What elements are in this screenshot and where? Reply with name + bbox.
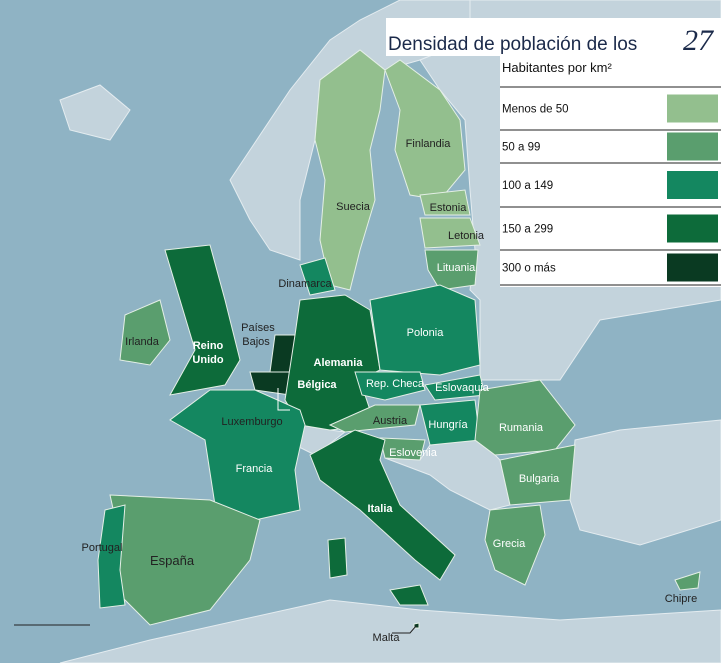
eu-countries (97, 49, 701, 629)
country-label: Portugal (82, 542, 123, 554)
sardinia (327, 537, 348, 579)
country-label: Alemania (314, 357, 364, 369)
title: Densidad de población de los (388, 34, 637, 55)
legend-swatch (667, 253, 718, 282)
country-label: Rumania (499, 422, 544, 434)
country-label: Eslovenia (389, 447, 438, 459)
legend-swatch (667, 94, 718, 123)
country-label: Irlanda (125, 336, 160, 348)
legend-label: Menos de 50 (502, 104, 569, 116)
country-label: Bulgaria (519, 473, 560, 485)
legend-label: 300 o más (502, 263, 556, 275)
legend-title: Habitantes por km² (502, 60, 612, 75)
country-label: Luxemburgo (221, 416, 282, 428)
country-label: Bajos (242, 336, 270, 348)
country-label: Letonia (448, 230, 485, 242)
lithuania (424, 249, 479, 291)
leader-line (392, 625, 417, 634)
title-number: 27 (683, 24, 715, 57)
country-label: Austria (373, 415, 408, 427)
country-label: Italia (367, 503, 393, 515)
slovenia (379, 437, 426, 461)
uk (164, 244, 241, 396)
country-label: Suecia (336, 201, 371, 213)
legend-swatch (667, 132, 718, 161)
country-label: España (150, 553, 195, 568)
ireland (119, 299, 171, 366)
denmark (299, 257, 336, 296)
country-label: Polonia (407, 327, 445, 339)
title-box: Densidad de población de los 27 (386, 18, 721, 57)
country-label: Reino (193, 340, 224, 352)
sicily (389, 584, 429, 606)
austria (328, 404, 421, 433)
italy (309, 429, 456, 581)
leader-line (277, 388, 290, 411)
finland (384, 59, 466, 201)
country-label: Francia (236, 463, 274, 475)
france (169, 389, 306, 521)
legend: Habitantes por km² Menos de 50 50 a 99 100… (500, 55, 721, 287)
country-label: Finlandia (406, 138, 452, 150)
country-label: Países (241, 322, 275, 334)
country-label: Bélgica (297, 379, 337, 391)
greece (484, 504, 546, 586)
legend-label: 100 a 149 (502, 180, 553, 192)
legend-label: 50 a 99 (502, 142, 540, 154)
czech (354, 371, 426, 401)
country-label: Hungría (428, 419, 468, 431)
legend-label: 150 a 299 (502, 224, 553, 236)
country-label: Eslovaquia (435, 382, 490, 394)
country-label: Estonia (430, 202, 468, 214)
country-label: Rep. Checa (366, 378, 425, 390)
country-label: Malta (373, 632, 401, 644)
estonia (419, 189, 471, 216)
country-label: Grecia (493, 538, 526, 550)
portugal (97, 504, 126, 609)
bulgaria (499, 444, 576, 506)
latvia (419, 217, 481, 249)
country-label: Chipre (665, 593, 697, 605)
legend-swatch (667, 171, 718, 199)
country-labels: Suecia Finlandia Estonia Letonia Lituani… (82, 138, 698, 644)
title-background (386, 18, 721, 56)
poland (369, 284, 481, 376)
country-label: Dinamarca (278, 278, 332, 290)
legend-swatch (667, 214, 718, 243)
cyprus (674, 571, 701, 591)
leader-lines (14, 388, 417, 634)
country-label: Lituania (437, 262, 476, 274)
country-label: Unido (192, 354, 223, 366)
